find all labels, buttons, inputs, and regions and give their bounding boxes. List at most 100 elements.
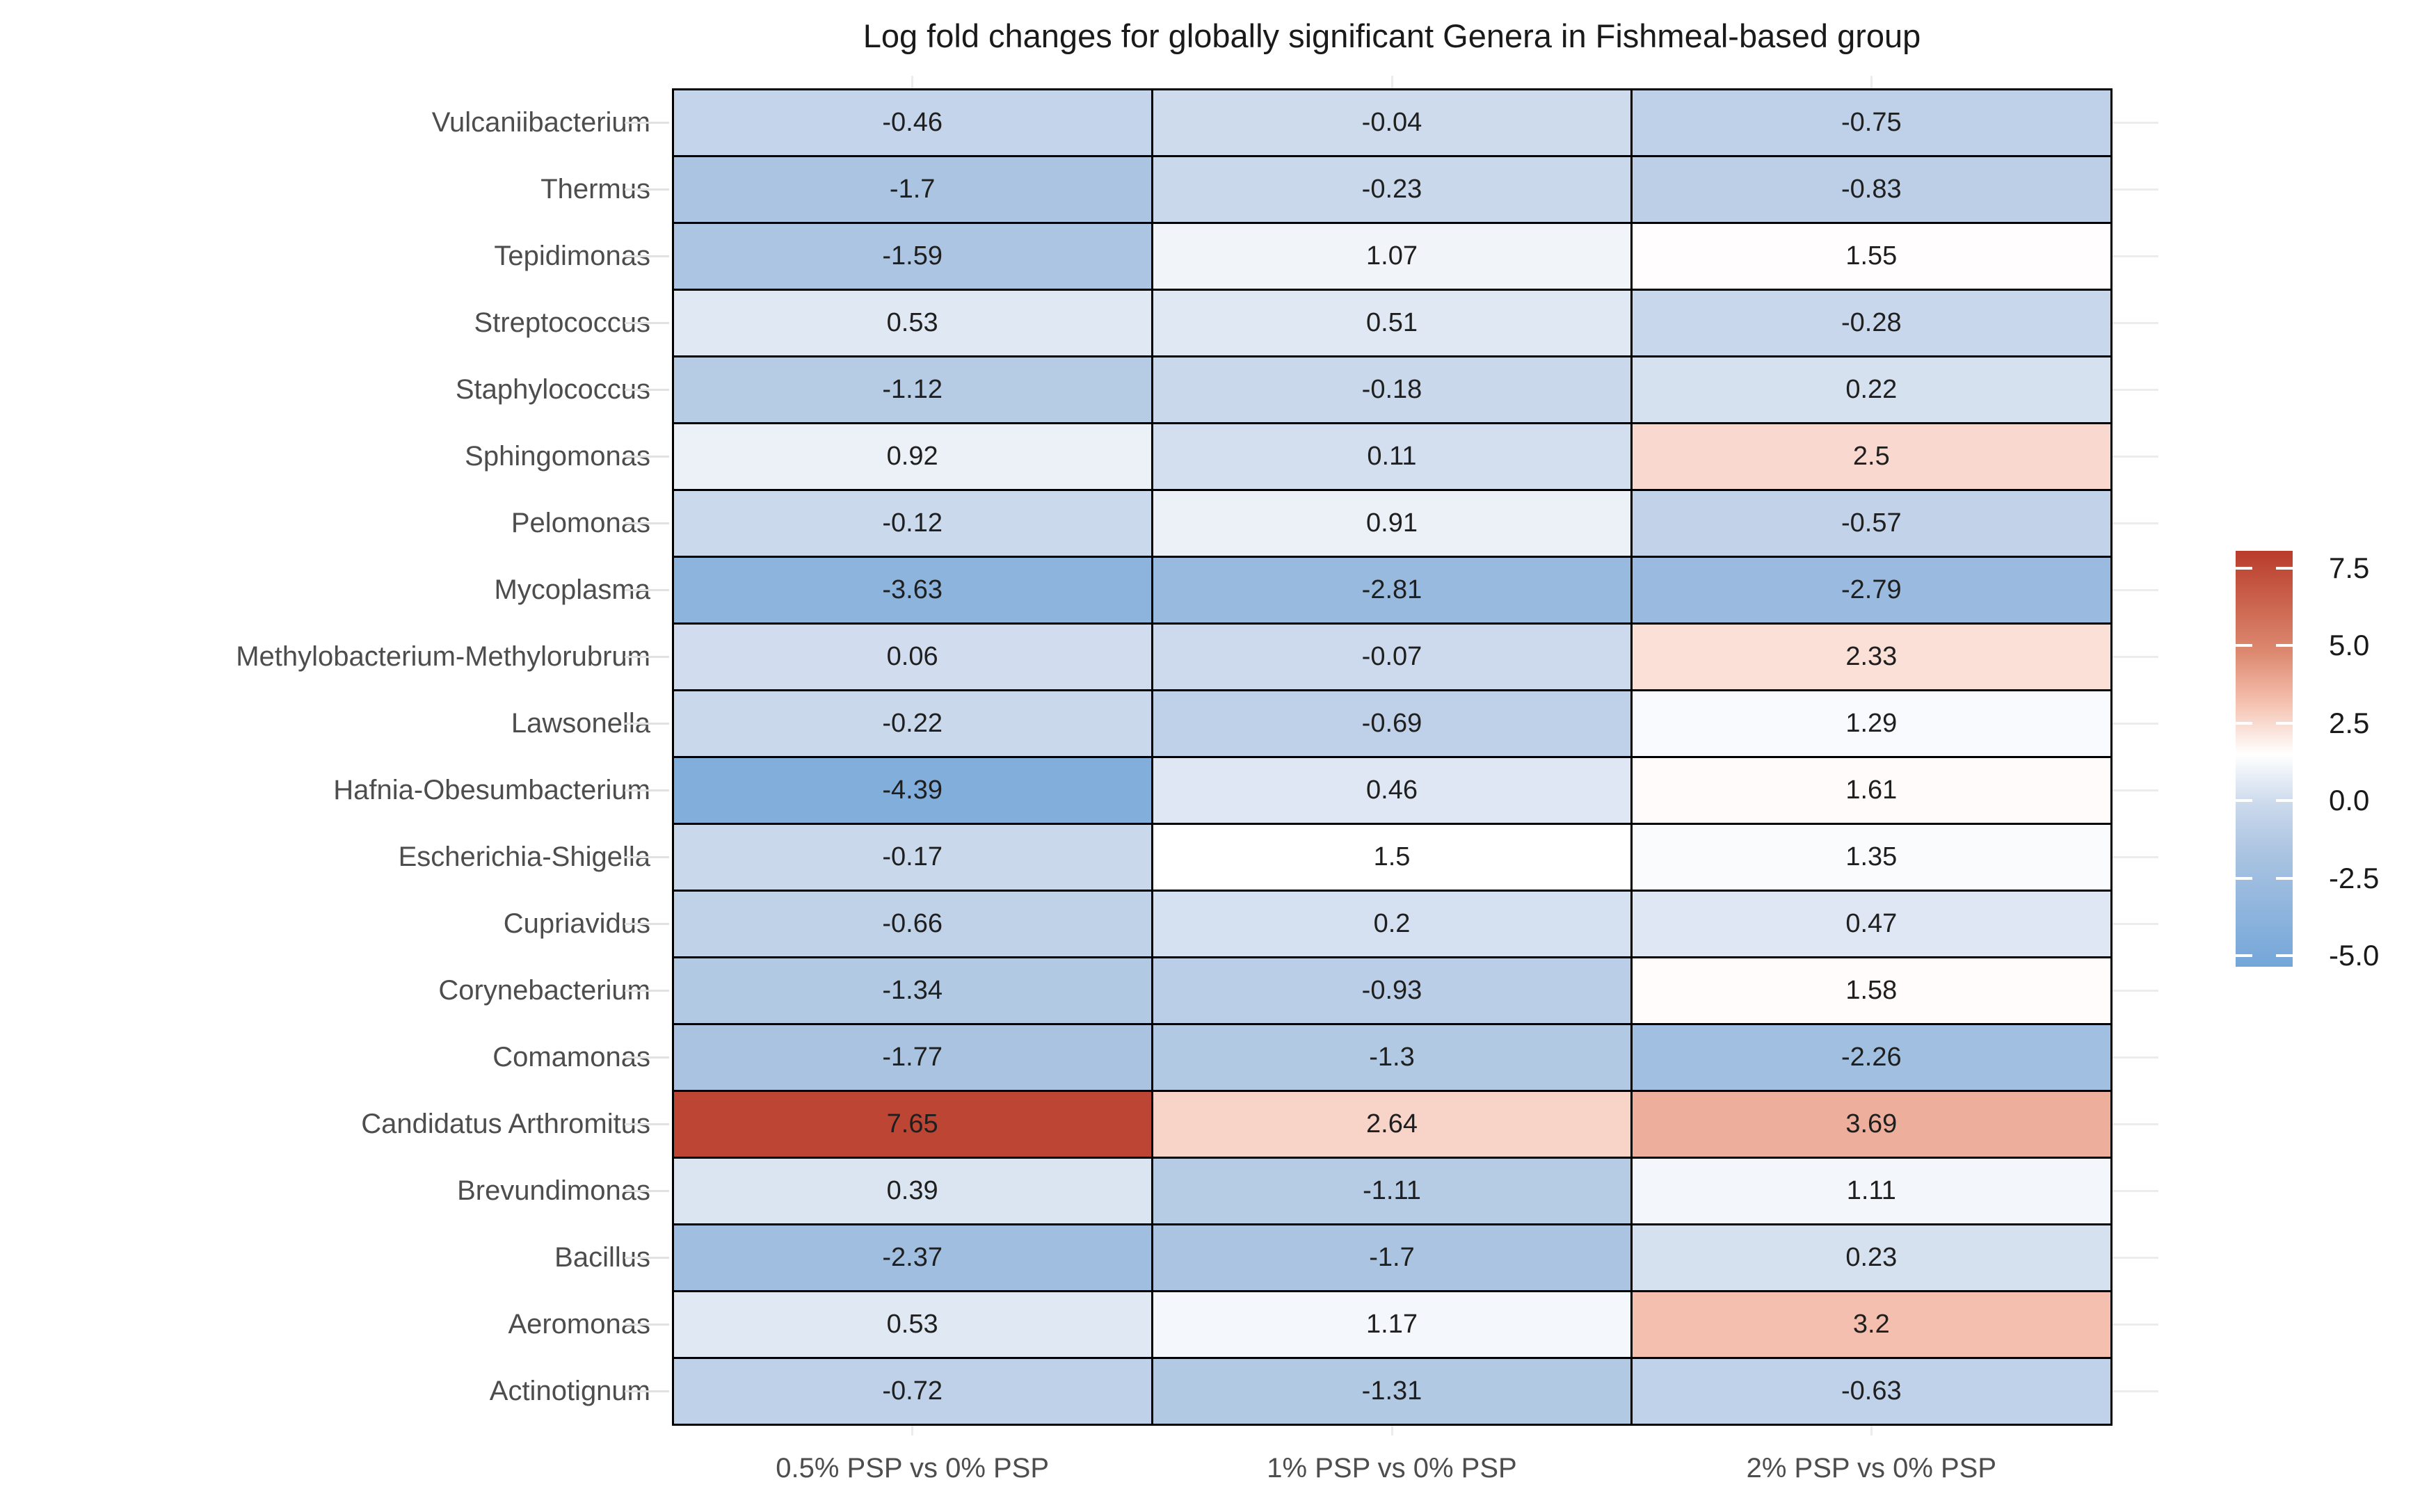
colorbar-tick [2236,644,2252,648]
gridline-stub-bottom [911,1425,914,1435]
y-axis-tick [625,1056,669,1059]
heatmap-cell: -0.63 [1631,1358,2111,1424]
y-axis-tick [625,388,669,391]
heatmap-cell: -0.57 [1631,490,2111,556]
gridline-stub-right [2113,522,2158,524]
row-label: Thermus [540,174,650,204]
colorbar-tick [2276,721,2293,725]
row-label: Cupriavidus [503,908,650,939]
gridline-stub-right [2113,855,2158,858]
colorbar-tick [2236,799,2252,803]
row-label: Aeromonas [508,1309,650,1340]
heatmap-cell: -0.12 [673,490,1153,556]
tile-border-line [671,1156,2113,1159]
heatmap-cell: -0.83 [1631,156,2111,223]
tile-border-line [671,221,2113,224]
colorbar-tick [2236,721,2252,725]
gridline-stub-top [1870,76,1873,89]
gridline-stub-right [2113,1323,2158,1326]
colorbar-tick [2236,566,2252,570]
row-label: Streptococcus [474,307,650,338]
heatmap-cell: -2.26 [1631,1024,2111,1091]
heatmap-cell: 0.46 [1152,757,1632,823]
heatmap-cell: 0.53 [673,1291,1153,1358]
tile-border-line [671,956,2113,958]
y-axis-tick [625,588,669,591]
heatmap-cell: -0.75 [1631,89,2111,156]
colorbar-tick [2276,644,2293,648]
colorbar [2236,551,2293,967]
gridline-stub-right [2113,789,2158,791]
heatmap-cell: 1.29 [1631,690,2111,757]
x-axis-label: 1% PSP vs 0% PSP [1267,1453,1517,1483]
row-label: Lawsonella [511,708,650,739]
gridline-stub-bottom [1390,1425,1393,1435]
heatmap-cell: 1.35 [1631,823,2111,890]
heatmap-cell: 0.11 [1152,423,1632,490]
colorbar-tick-label: -5.0 [2329,939,2380,972]
heatmap-cell: -2.81 [1152,556,1632,623]
gridline-stub-right [2113,121,2158,124]
tile-border-line [671,288,2113,291]
heatmap-cell: 1.11 [1631,1157,2111,1224]
tile-border-line [671,1223,2113,1225]
y-axis-tick [625,121,669,124]
y-axis-tick [625,321,669,324]
heatmap-cell: 3.69 [1631,1091,2111,1157]
tile-border-line [671,555,2113,558]
tile-border-line [671,421,2113,424]
row-label: Corynebacterium [438,975,650,1006]
heatmap-cell: -0.18 [1152,356,1632,423]
y-axis-tick [625,255,669,257]
heatmap-cell: 2.33 [1631,623,2111,690]
heatmap-cell: 0.39 [673,1157,1153,1224]
gridline-stub-right [2113,188,2158,191]
tile-border-line [671,622,2113,625]
y-axis-tick [625,989,669,992]
row-label: Candidatus Arthromitus [361,1109,650,1139]
heatmap-cell: 1.55 [1631,223,2111,289]
colorbar-tick [2276,566,2293,570]
row-label: Tepidimonas [494,241,650,271]
y-axis-tick [625,1323,669,1326]
heatmap-cell: 0.92 [673,423,1153,490]
tile-border-line [671,689,2113,691]
colorbar-tick [2276,876,2293,880]
heatmap-cell: -0.66 [673,890,1153,957]
row-label: Sphingomonas [465,441,650,472]
gridline-stub-right [2113,1123,2158,1125]
heatmap-cell: -1.12 [673,356,1153,423]
heatmap-cell: -0.72 [673,1358,1153,1424]
row-label: Actinotignum [489,1376,650,1406]
y-axis-tick [625,922,669,925]
tile-border-line [671,88,674,1426]
gridline-stub-right [2113,922,2158,925]
tile-border-line [671,1356,2113,1359]
heatmap-cell: -0.69 [1152,690,1632,757]
row-label: Hafnia-Obesumbacterium [333,775,650,805]
gridline-stub-right [2113,1390,2158,1392]
heatmap-cell: 0.91 [1152,490,1632,556]
tile-border-line [671,1423,2113,1426]
y-axis-tick [625,1256,669,1259]
y-axis-tick [625,522,669,524]
tile-border-line [2110,88,2113,1426]
heatmap-cell: 2.64 [1152,1091,1632,1157]
gridline-stub-right [2113,722,2158,725]
heatmap-cell: -2.79 [1631,556,2111,623]
y-axis-tick [625,455,669,458]
y-axis-tick [625,188,669,191]
heatmap-cell: 0.23 [1631,1224,2111,1291]
tile-border-line [671,1289,2113,1292]
heatmap-cell: 1.17 [1152,1291,1632,1358]
row-label: Comamonas [492,1042,650,1072]
colorbar-tick-label: 2.5 [2329,706,2370,739]
colorbar-tick-label: 7.5 [2329,551,2370,584]
heatmap-cell: -0.17 [673,823,1153,890]
heatmap-cell: -1.7 [673,156,1153,223]
heatmap-cell: -0.93 [1152,957,1632,1024]
heatmap-cell: 3.2 [1631,1291,2111,1358]
y-axis-tick [625,722,669,725]
tile-border-line [1630,88,1633,1426]
